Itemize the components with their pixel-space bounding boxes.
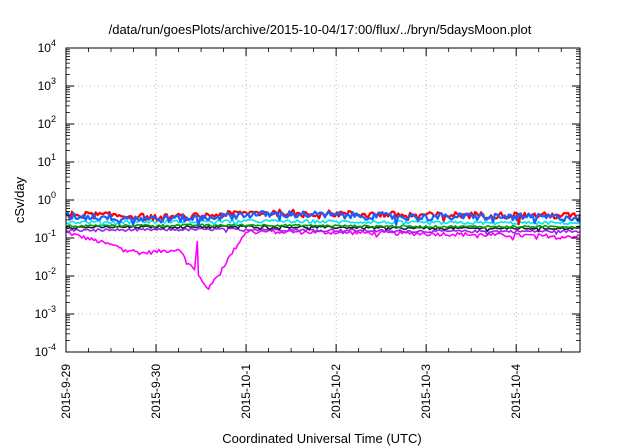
y-tick-label: 10-2 [35, 266, 56, 283]
x-tick-label: 2015-10-4 [509, 364, 523, 419]
y-tick-label: 10-3 [35, 304, 56, 321]
x-tick-label: 2015-9-30 [149, 364, 163, 419]
x-tick-label: 2015-10-1 [239, 364, 253, 419]
y-tick-label: 103 [38, 76, 56, 93]
y-tick-label: 104 [38, 38, 56, 55]
series-line [65, 229, 581, 290]
y-tick-label: 102 [38, 114, 56, 131]
series-line [65, 223, 581, 229]
series-layer [65, 208, 582, 290]
x-axis: 2015-9-29 2015-9-30 2015-10-1 2015-10-2 2015… [59, 48, 562, 419]
y-tick-label: 10-4 [35, 342, 56, 359]
series-line [65, 218, 581, 227]
x-tick-label: 2015-9-29 [59, 364, 73, 419]
x-tick-label: 2015-10-2 [329, 364, 343, 419]
series-line [65, 210, 582, 227]
y-axis-label: cSv/day [12, 176, 27, 223]
y-tick-label: 10-1 [35, 228, 56, 245]
series-line [65, 227, 581, 236]
chart-title: /data/run/goesPlots/archive/2015-10-04/1… [109, 22, 532, 37]
x-tick-label: 2015-10-3 [419, 364, 433, 419]
x-axis-label: Coordinated Universal Time (UTC) [222, 431, 421, 446]
series-line [65, 224, 581, 233]
y-tick-label: 100 [38, 190, 56, 207]
grid-lines [66, 48, 580, 352]
y-tick-label: 101 [38, 152, 56, 169]
